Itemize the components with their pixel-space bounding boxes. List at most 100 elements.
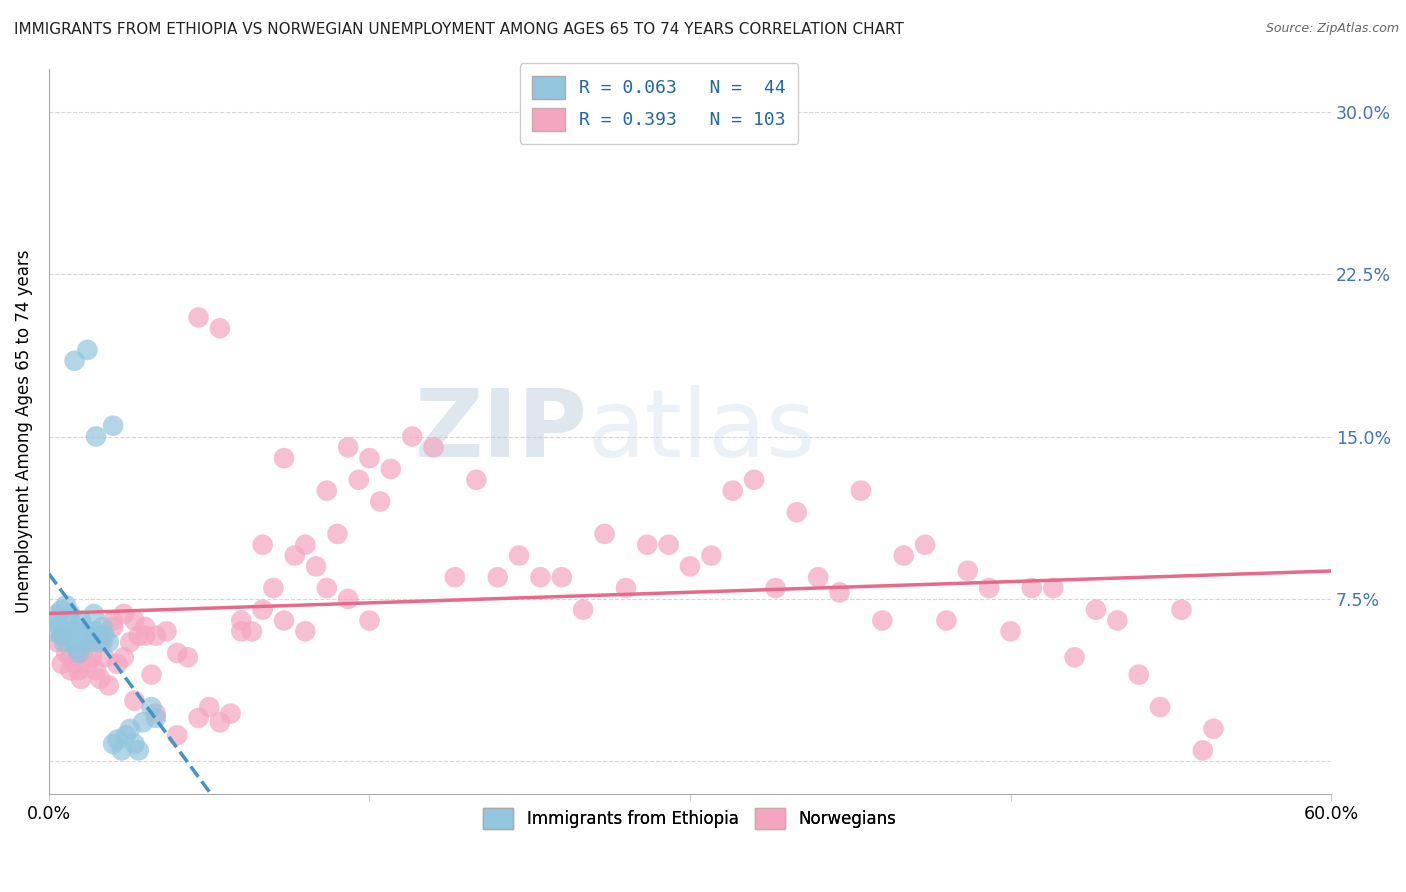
Point	[51, 629, 73, 643]
Point	[465, 473, 488, 487]
Point	[305, 559, 328, 574]
Point	[93, 650, 115, 665]
Point	[273, 451, 295, 466]
Point	[101, 737, 124, 751]
Point	[55, 624, 77, 639]
Point	[76, 657, 98, 671]
Point	[141, 700, 163, 714]
Point	[128, 743, 150, 757]
Point	[262, 581, 284, 595]
Point	[101, 418, 124, 433]
Point	[145, 629, 167, 643]
Point	[208, 715, 231, 730]
Point	[84, 624, 107, 639]
Point	[120, 722, 142, 736]
Point	[1191, 743, 1213, 757]
Text: atlas: atlas	[588, 385, 815, 477]
Point	[284, 549, 307, 563]
Point	[70, 624, 93, 639]
Point	[93, 629, 115, 643]
Point	[48, 620, 70, 634]
Point	[979, 581, 1001, 595]
Point	[97, 678, 120, 692]
Point	[273, 614, 295, 628]
Point	[46, 635, 69, 649]
Point	[111, 743, 134, 757]
Point	[679, 559, 702, 574]
Point	[658, 538, 681, 552]
Point	[508, 549, 530, 563]
Point	[166, 646, 188, 660]
Text: ZIP: ZIP	[415, 385, 588, 477]
Point	[1170, 602, 1192, 616]
Point	[155, 624, 177, 639]
Point	[551, 570, 574, 584]
Point	[72, 646, 94, 660]
Point	[70, 614, 93, 628]
Point	[145, 711, 167, 725]
Point	[1149, 700, 1171, 714]
Point	[807, 570, 830, 584]
Point	[240, 624, 263, 639]
Point	[208, 321, 231, 335]
Point	[486, 570, 509, 584]
Point	[66, 641, 89, 656]
Point	[134, 629, 156, 643]
Point	[115, 728, 138, 742]
Point	[636, 538, 658, 552]
Point	[59, 607, 82, 621]
Point	[828, 585, 851, 599]
Point	[368, 494, 391, 508]
Point	[63, 657, 86, 671]
Point	[914, 538, 936, 552]
Point	[1063, 650, 1085, 665]
Legend: Immigrants from Ethiopia, Norwegians: Immigrants from Ethiopia, Norwegians	[477, 801, 903, 836]
Point	[252, 602, 274, 616]
Point	[124, 737, 146, 751]
Point	[134, 620, 156, 634]
Point	[166, 728, 188, 742]
Point	[177, 650, 200, 665]
Point	[231, 624, 253, 639]
Point	[1084, 602, 1107, 616]
Point	[97, 635, 120, 649]
Point	[765, 581, 787, 595]
Point	[101, 614, 124, 628]
Point	[105, 732, 128, 747]
Point	[572, 602, 595, 616]
Point	[893, 549, 915, 563]
Point	[198, 700, 221, 714]
Point	[294, 624, 316, 639]
Point	[614, 581, 637, 595]
Y-axis label: Unemployment Among Ages 65 to 74 years: Unemployment Among Ages 65 to 74 years	[15, 250, 32, 613]
Point	[101, 620, 124, 634]
Point	[80, 635, 103, 649]
Point	[89, 635, 111, 649]
Point	[105, 657, 128, 671]
Point	[112, 650, 135, 665]
Point	[849, 483, 872, 498]
Point	[91, 620, 114, 634]
Point	[67, 646, 90, 660]
Point	[120, 635, 142, 649]
Point	[401, 429, 423, 443]
Point	[124, 614, 146, 628]
Point	[132, 715, 155, 730]
Point	[59, 614, 82, 628]
Point	[51, 629, 73, 643]
Point	[294, 538, 316, 552]
Point	[72, 629, 94, 643]
Point	[422, 440, 444, 454]
Text: Source: ZipAtlas.com: Source: ZipAtlas.com	[1265, 22, 1399, 36]
Point	[75, 635, 97, 649]
Point	[721, 483, 744, 498]
Point	[872, 614, 894, 628]
Point	[84, 663, 107, 677]
Point	[51, 602, 73, 616]
Point	[63, 353, 86, 368]
Point	[91, 635, 114, 649]
Point	[79, 629, 101, 643]
Point	[89, 672, 111, 686]
Point	[1042, 581, 1064, 595]
Point	[58, 629, 80, 643]
